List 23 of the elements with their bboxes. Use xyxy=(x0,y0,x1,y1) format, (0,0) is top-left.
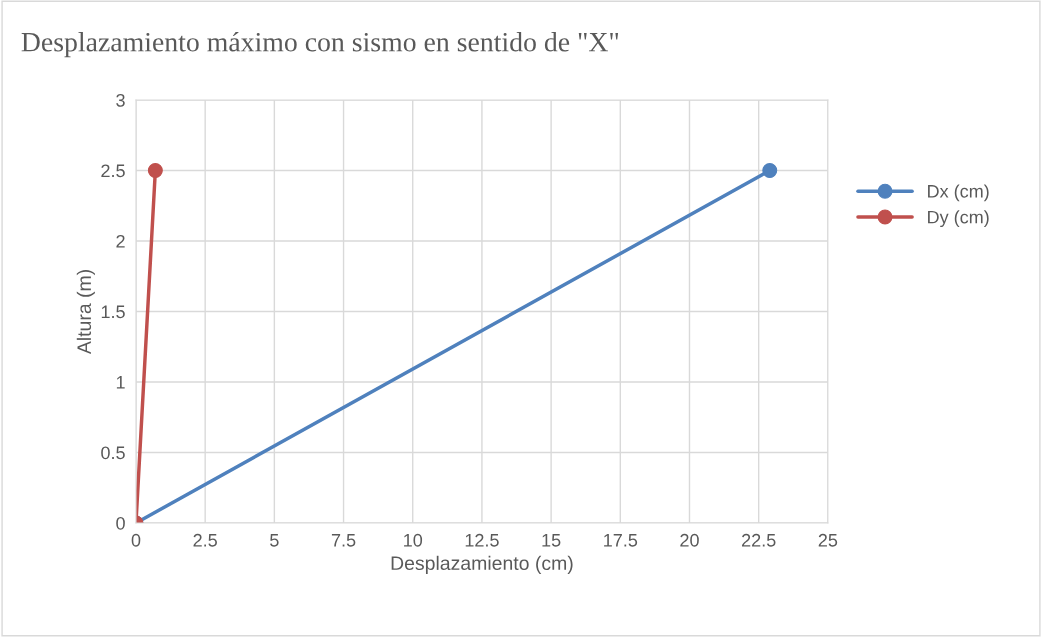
x-tick-label: 17.5 xyxy=(604,534,638,547)
chart-title: Desplazamiento máximo con sismo en sentido de "X" xyxy=(21,31,619,58)
x-tick-label: 22.5 xyxy=(742,533,776,547)
x-axis-title: Desplazamiento (cm) xyxy=(391,555,573,574)
legend-label: Dy (cm) xyxy=(928,210,989,228)
x-tick-label: 2.5 xyxy=(193,533,217,547)
x-tick-label: 10 xyxy=(404,533,423,547)
x-tick-label: 25 xyxy=(818,533,838,547)
x-tick-label: 12.5 xyxy=(465,533,499,547)
x-tick-label: 5 xyxy=(270,534,279,547)
y-tick-label: 3 xyxy=(116,93,125,107)
y-tick-label: 1 xyxy=(116,376,125,389)
y-tick-label: 0.5 xyxy=(101,446,125,460)
y-tick-label: 2.5 xyxy=(101,164,125,178)
x-tick-label: 0 xyxy=(131,533,141,547)
y-tick-label: 2 xyxy=(116,234,125,248)
x-tick-label: 7.5 xyxy=(331,534,356,547)
y-tick-label: 0 xyxy=(116,516,125,530)
x-tick-label: 15 xyxy=(542,534,561,547)
x-tick-label: 20 xyxy=(680,533,699,547)
legend-label: Dx (cm) xyxy=(928,184,989,202)
y-tick-label: 1.5 xyxy=(101,305,125,319)
y-axis-title: Altura (m) xyxy=(76,270,95,355)
